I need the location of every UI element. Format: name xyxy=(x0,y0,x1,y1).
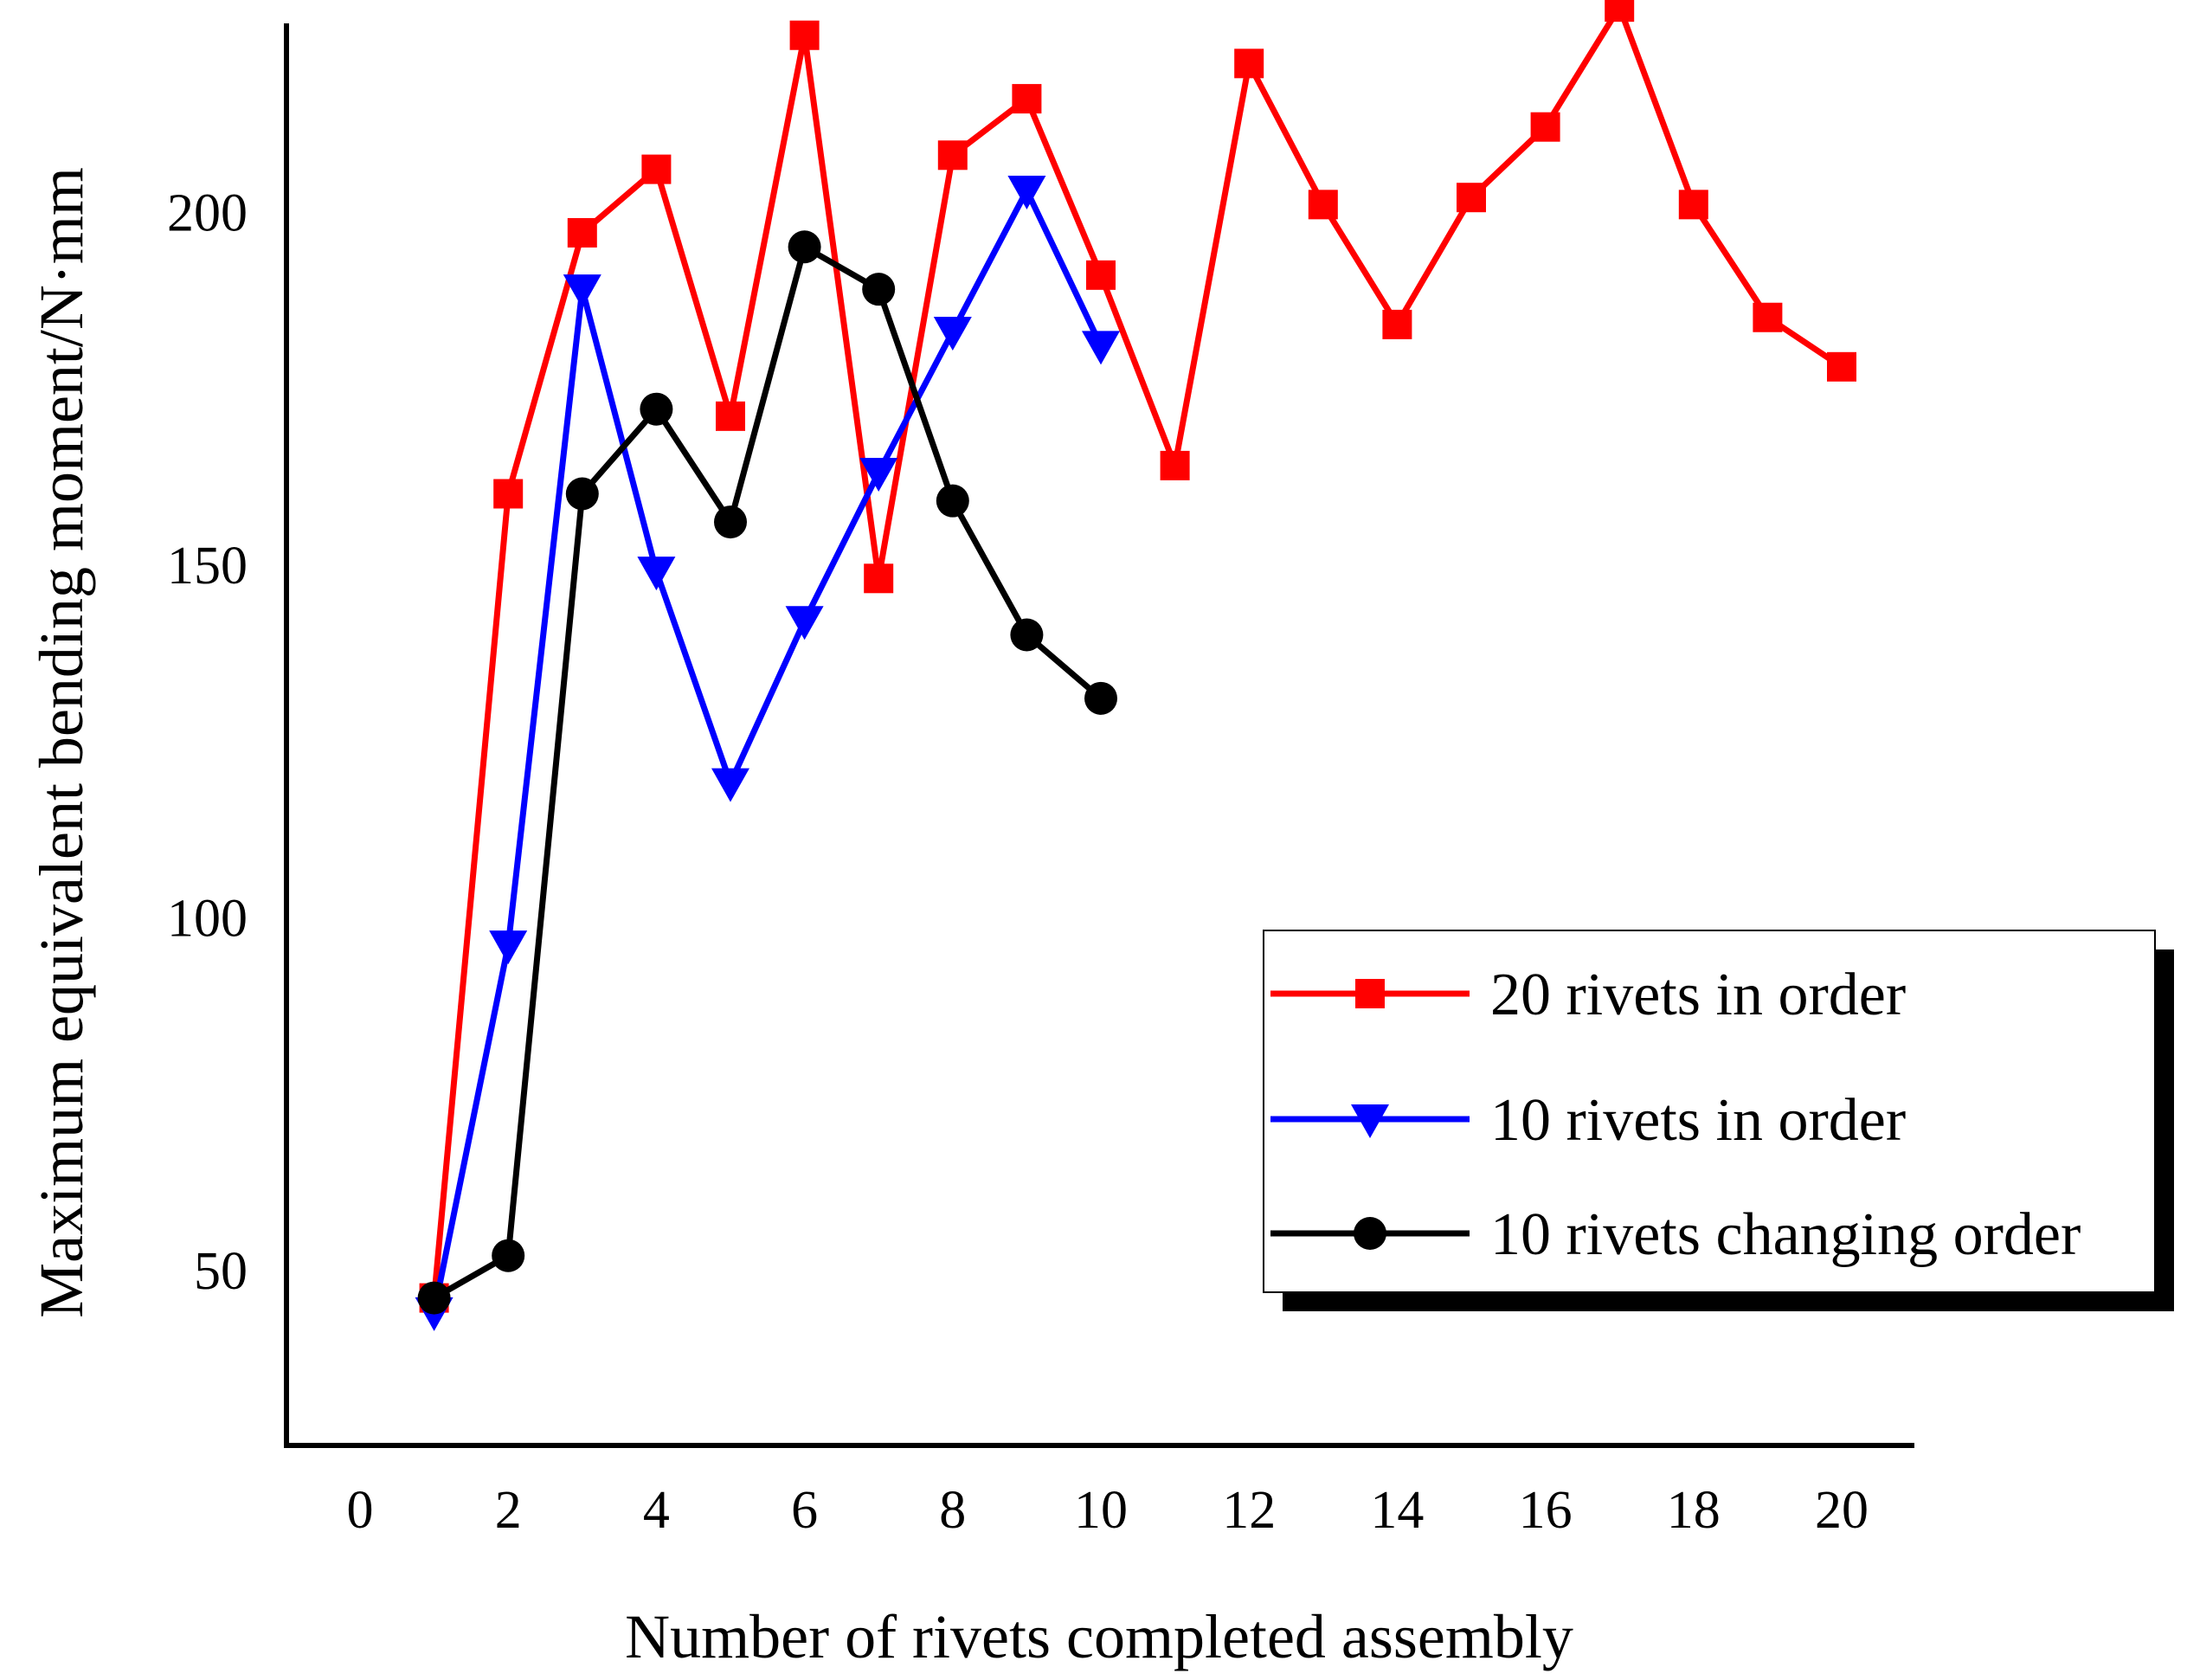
data-point xyxy=(563,274,601,309)
legend-item: 10 rivets in order xyxy=(1270,1087,1906,1154)
data-point xyxy=(714,505,747,539)
x-tick-label: 8 xyxy=(939,1481,966,1540)
legend: 20 rivets in order 10 rivets in order 10 r… xyxy=(1263,930,2174,1311)
data-point xyxy=(1827,351,1856,382)
x-tick-label: 18 xyxy=(1667,1481,1721,1540)
data-point xyxy=(933,317,972,351)
legend-marker xyxy=(1354,1217,1386,1250)
data-point xyxy=(1086,260,1116,290)
x-tick-label: 20 xyxy=(1815,1481,1869,1540)
x-tick-labels: 0 2 4 6 8 10 12 14 16 18 20 xyxy=(347,1481,1869,1540)
x-tick-label: 2 xyxy=(495,1481,522,1540)
x-tick-label: 6 xyxy=(791,1481,818,1540)
legend-label: 20 rivets in order xyxy=(1490,962,1906,1028)
data-point xyxy=(489,930,528,965)
data-point xyxy=(1530,112,1560,142)
data-point xyxy=(1457,183,1486,213)
series-2 xyxy=(415,176,1120,1331)
y-tick-label: 50 xyxy=(194,1242,248,1301)
legend-label: 10 rivets changing order xyxy=(1490,1201,2081,1268)
data-point xyxy=(637,557,676,591)
data-point xyxy=(1753,302,1783,332)
y-tick-labels: 50 100 150 200 xyxy=(167,184,248,1302)
plot-area xyxy=(415,0,1856,1331)
data-point xyxy=(1010,618,1044,652)
data-point xyxy=(493,479,524,509)
legend-marker xyxy=(1355,979,1385,1008)
data-point xyxy=(862,273,896,306)
x-tick-label: 14 xyxy=(1370,1481,1424,1540)
series-3 xyxy=(417,230,1117,1315)
data-point xyxy=(1160,450,1190,480)
data-point xyxy=(936,484,969,518)
x-tick-label: 10 xyxy=(1074,1481,1128,1540)
data-point xyxy=(716,401,745,431)
legend-label: 10 rivets in order xyxy=(1490,1087,1906,1154)
y-tick-label: 100 xyxy=(167,890,248,949)
data-point xyxy=(711,768,749,802)
data-point xyxy=(565,477,599,511)
x-tick-label: 16 xyxy=(1519,1481,1573,1540)
data-point xyxy=(640,392,673,426)
data-point xyxy=(937,140,968,171)
data-point xyxy=(864,563,894,594)
legend-marker xyxy=(1351,1104,1389,1138)
data-point xyxy=(1382,309,1412,339)
data-point xyxy=(788,230,821,264)
data-point xyxy=(785,606,824,640)
data-point xyxy=(641,154,672,184)
x-tick-label: 4 xyxy=(643,1481,670,1540)
x-tick-label: 12 xyxy=(1222,1481,1276,1540)
series-line xyxy=(431,3,1843,1298)
y-axis-title: Maximum equivalent bending moment/N·mm xyxy=(27,167,96,1318)
data-point xyxy=(789,20,820,50)
data-point xyxy=(1012,84,1042,114)
y-tick-label: 150 xyxy=(167,537,248,595)
data-point xyxy=(1308,190,1338,220)
axes xyxy=(284,23,1914,1448)
y-tick-label: 200 xyxy=(167,184,248,243)
data-point xyxy=(1084,681,1117,715)
data-point xyxy=(1605,0,1635,23)
data-point xyxy=(417,1281,451,1315)
data-point xyxy=(859,458,898,492)
data-point xyxy=(1678,190,1708,220)
data-point xyxy=(1007,176,1046,210)
data-point xyxy=(492,1239,525,1272)
data-point xyxy=(1082,331,1120,365)
legend-item: 10 rivets changing order xyxy=(1270,1201,2081,1268)
data-point xyxy=(1234,48,1264,79)
legend-item: 20 rivets in order xyxy=(1270,962,1906,1028)
x-tick-label: 0 xyxy=(347,1481,374,1540)
data-point xyxy=(567,217,597,248)
series-line xyxy=(432,243,1103,1301)
x-axis-title: Number of rivets completed assembly xyxy=(625,1602,1573,1671)
legend-items: 20 rivets in order 10 rivets in order 10 r… xyxy=(1270,962,2081,1268)
series-line xyxy=(431,187,1104,1313)
